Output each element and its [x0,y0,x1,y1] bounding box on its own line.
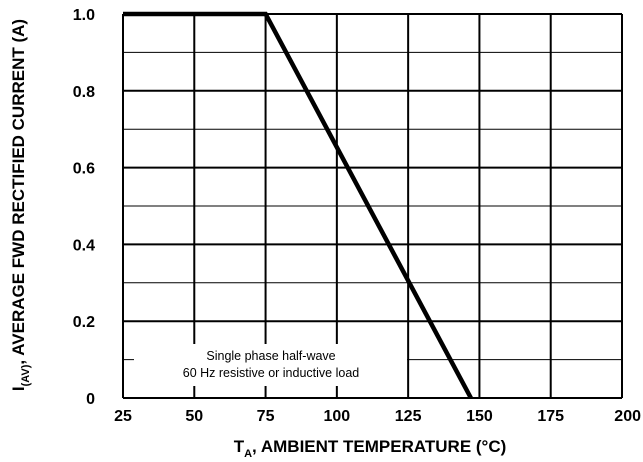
x-tick-label: 75 [257,408,275,425]
y-tick-label: 0.4 [73,237,95,254]
x-tick-label: 200 [614,408,641,425]
annotation-line-2: 60 Hz resistive or inductive load [183,366,360,380]
grid [122,13,623,399]
x-axis-ticks: 25 50 75 100 125 150 175 200 [114,408,641,425]
y-tick-label: 1.0 [73,7,95,24]
x-tick-label: 100 [324,408,351,425]
x-tick-label: 25 [114,408,132,425]
annotation-line-1: Single phase half-wave [206,349,335,363]
y-axis-label: I(AV), AVERAGE FWD RECTIFIED CURRENT (A) [9,19,32,391]
annotation-background [134,344,407,386]
series-line [123,11,473,400]
x-tick-label: 175 [537,408,564,425]
y-axis-ticks: 0 0.2 0.4 0.6 0.8 1.0 [73,7,95,408]
y-tick-label: 0.8 [73,84,95,101]
y-tick-label: 0 [86,391,95,408]
annotation-box: Single phase half-wave 60 Hz resistive o… [134,344,407,386]
x-axis-label: TA, AMBIENT TEMPERATURE (°C) [234,437,507,460]
x-tick-label: 150 [466,408,493,425]
series-layer [123,11,473,400]
y-tick-label: 0.2 [73,314,95,331]
x-tick-label: 125 [395,408,422,425]
y-tick-label: 0.6 [73,161,95,178]
x-tick-label: 50 [185,408,203,425]
